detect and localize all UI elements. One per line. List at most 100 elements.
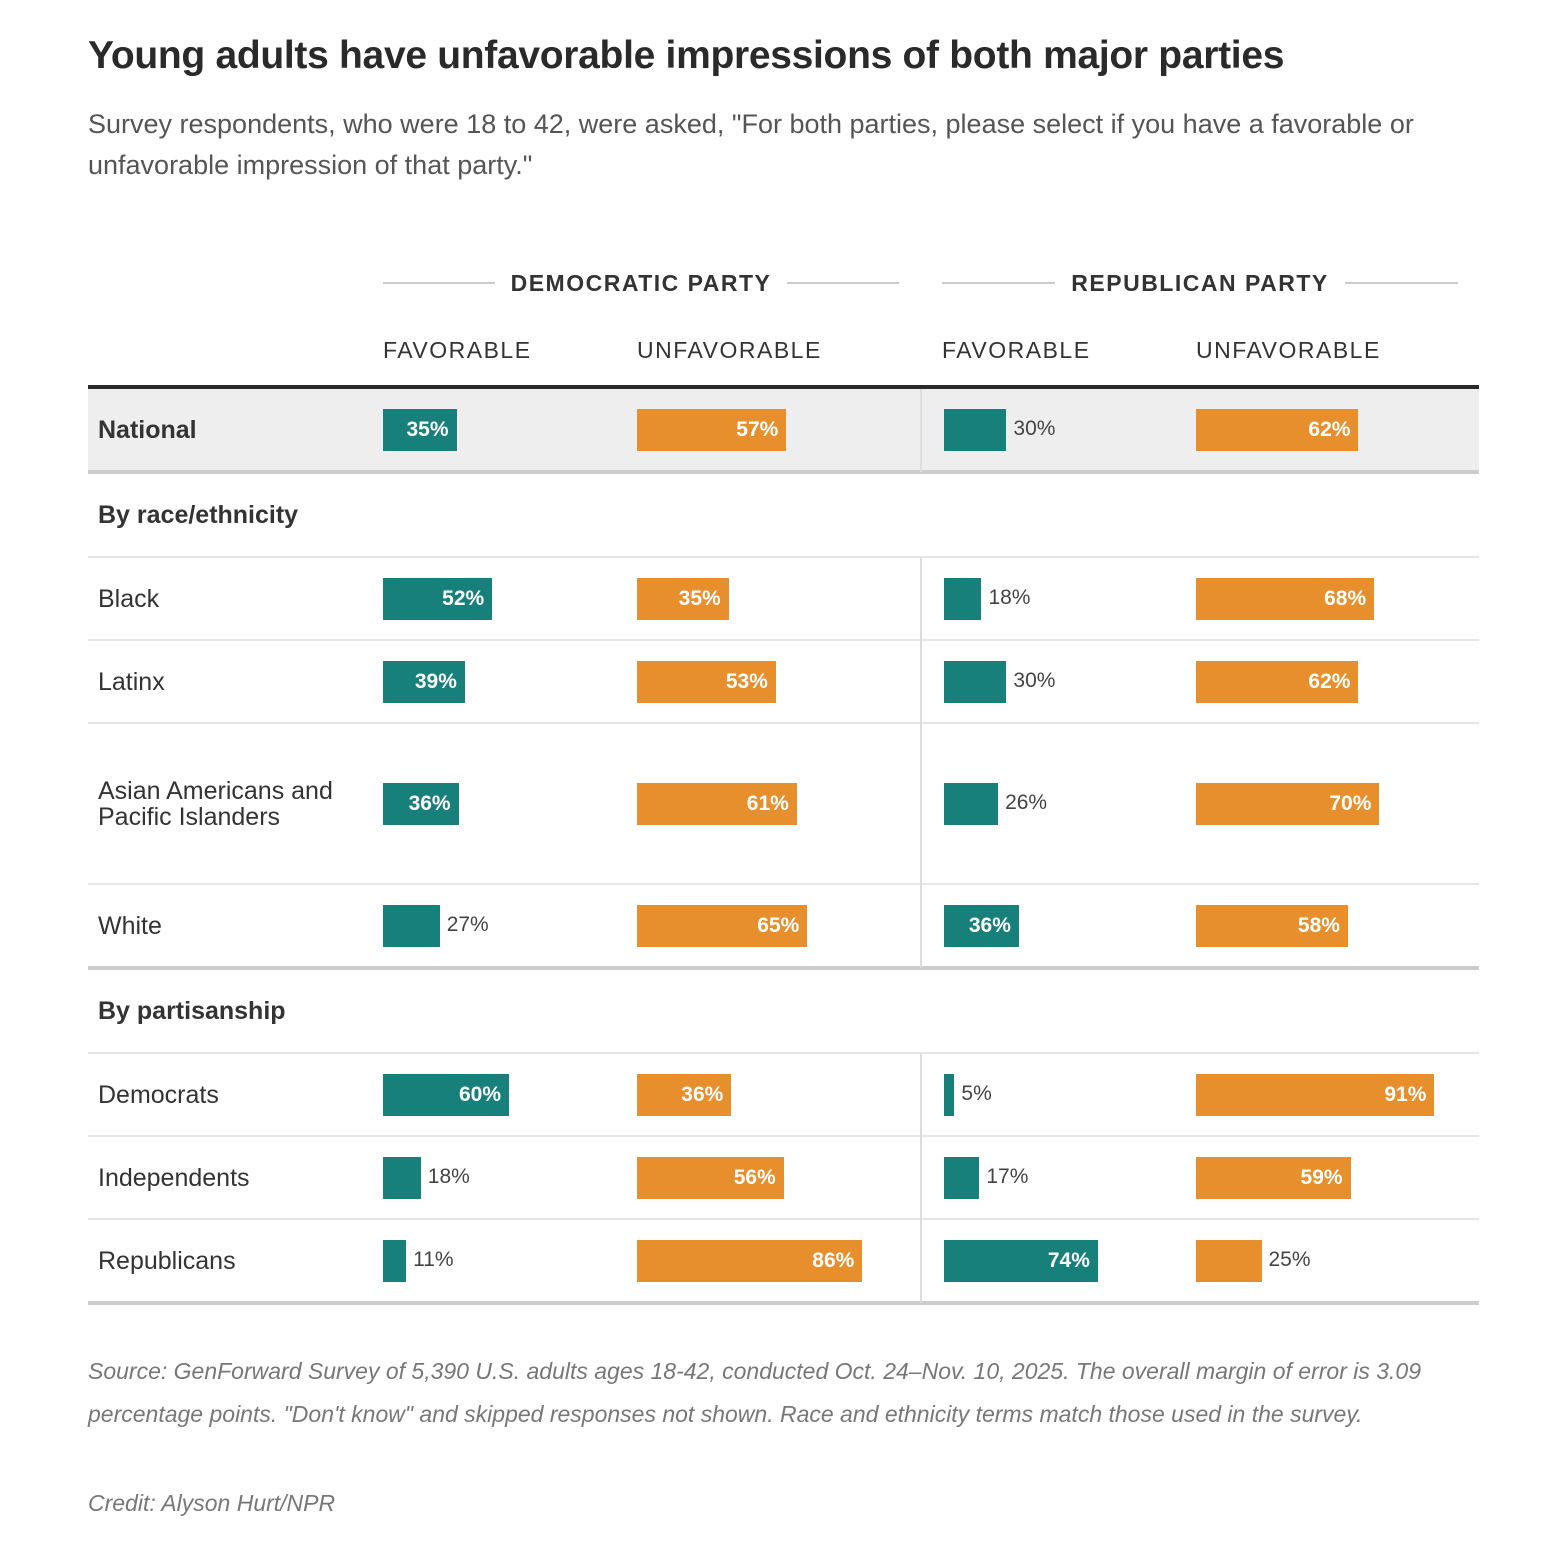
- party-divider: [920, 724, 922, 885]
- bar-rep-favorable: [944, 1156, 980, 1199]
- party-divider: [920, 389, 922, 472]
- section-header-row: By race/ethnicity: [88, 474, 1479, 558]
- bar-dem-favorable: 39%: [383, 660, 465, 703]
- bar-dem-favorable: 35%: [383, 408, 457, 451]
- bar-rep-favorable: 74%: [944, 1239, 1098, 1282]
- section-label: By partisanship: [98, 997, 286, 1025]
- bar-rep-unfavorable: 62%: [1196, 660, 1359, 703]
- chart-subtitle: Survey respondents, who were 18 to 42, w…: [88, 109, 1414, 180]
- row-label: Independents: [98, 1163, 250, 1192]
- party-divider: [920, 1220, 922, 1303]
- value-label: 60%: [458, 1082, 501, 1106]
- bar-rep-favorable: [944, 577, 982, 620]
- value-label: 61%: [746, 791, 789, 815]
- value-label: 26%: [1005, 790, 1048, 814]
- value-label: 65%: [757, 913, 800, 937]
- value-label: 57%: [736, 417, 779, 441]
- value-label: 74%: [1047, 1248, 1090, 1272]
- value-label: 18%: [988, 585, 1031, 609]
- bar-rep-favorable: [944, 1073, 955, 1116]
- value-label: 17%: [986, 1164, 1029, 1188]
- bar-rep-favorable: [944, 660, 1007, 703]
- value-label: 36%: [968, 913, 1011, 937]
- value-label: 59%: [1300, 1165, 1343, 1189]
- bar-rep-unfavorable: 58%: [1196, 904, 1348, 947]
- bar-dem-unfavorable: 61%: [637, 782, 797, 825]
- bar-rep-unfavorable: [1196, 1239, 1262, 1282]
- row-label: White: [98, 911, 162, 940]
- bar-rep-unfavorable: 70%: [1196, 782, 1380, 825]
- value-label: 70%: [1329, 791, 1372, 815]
- row-label: Asian Americans and Pacific Islanders: [98, 776, 333, 831]
- value-label: 62%: [1308, 669, 1351, 693]
- value-label: 5%: [961, 1081, 992, 1105]
- bar-dem-unfavorable: 86%: [637, 1239, 863, 1282]
- bar-dem-favorable: [383, 1239, 407, 1282]
- table-row: White 27% 65% 36% 58%: [88, 885, 1479, 970]
- table-row: Black 52% 35% 18% 68%: [88, 558, 1479, 641]
- party-divider: [920, 1137, 922, 1220]
- bar-rep-favorable: 36%: [944, 904, 1019, 947]
- bar-rep-unfavorable: 62%: [1196, 408, 1359, 451]
- bar-dem-unfavorable: 65%: [637, 904, 808, 947]
- value-label: 86%: [812, 1248, 855, 1272]
- bar-dem-unfavorable: 53%: [637, 660, 776, 703]
- source-note: Source: GenForward Survey of 5,390 U.S. …: [88, 1358, 1422, 1427]
- value-label: 25%: [1268, 1247, 1311, 1271]
- bar-dem-unfavorable: 35%: [637, 577, 729, 620]
- value-label: 35%: [406, 417, 449, 441]
- bar-rep-unfavorable: 91%: [1196, 1073, 1435, 1116]
- value-label: 27%: [446, 912, 489, 936]
- table-row: Asian Americans and Pacific Islanders 36%…: [88, 724, 1479, 885]
- column-header-dem-favorable: FAVORABLE: [383, 337, 532, 363]
- group-header-democratic: DEMOCRATIC PARTY: [383, 268, 899, 298]
- value-label: 36%: [681, 1082, 724, 1106]
- bar-rep-unfavorable: 59%: [1196, 1156, 1351, 1199]
- value-label: 62%: [1308, 417, 1351, 441]
- bar-dem-favorable: 52%: [383, 577, 493, 620]
- bar-rep-favorable: [944, 782, 999, 825]
- value-label: 30%: [1013, 668, 1056, 692]
- bar-dem-unfavorable: 57%: [637, 408, 787, 451]
- party-divider: [920, 885, 922, 968]
- table-row: Latinx 39% 53% 30% 62%: [88, 641, 1479, 724]
- row-label: Black: [98, 584, 160, 613]
- party-divider: [920, 641, 922, 724]
- bar-dem-favorable: 36%: [383, 782, 459, 825]
- bar-dem-unfavorable: 56%: [637, 1156, 784, 1199]
- table-row: Independents 18% 56% 17% 59%: [88, 1137, 1479, 1220]
- value-label: 68%: [1324, 586, 1367, 610]
- row-label: Latinx: [98, 667, 165, 696]
- bar-dem-unfavorable: 36%: [637, 1073, 732, 1116]
- value-label: 39%: [414, 669, 457, 693]
- value-label: 30%: [1013, 416, 1056, 440]
- column-header-rep-favorable: FAVORABLE: [942, 337, 1091, 363]
- section-header-row: By partisanship: [88, 970, 1479, 1054]
- row-label: Republicans: [98, 1246, 236, 1275]
- party-divider: [920, 558, 922, 641]
- chart-title: Young adults have unfavorable impression…: [88, 34, 1285, 77]
- value-label: 36%: [408, 791, 451, 815]
- bar-dem-favorable: 60%: [383, 1073, 509, 1116]
- value-label: 56%: [733, 1165, 776, 1189]
- column-header-rep-unfavorable: UNFAVORABLE: [1196, 337, 1381, 363]
- row-label: Democrats: [98, 1080, 219, 1109]
- party-divider: [920, 1054, 922, 1137]
- bar-rep-favorable: [944, 408, 1007, 451]
- data-table: National 35% 57% 30% 62% By race/ethnicity Bla…: [88, 385, 1479, 1305]
- column-header-dem-unfavorable: UNFAVORABLE: [637, 337, 822, 363]
- section-label: By race/ethnicity: [98, 501, 299, 529]
- bar-dem-favorable: [383, 904, 440, 947]
- value-label: 18%: [427, 1164, 470, 1188]
- value-label: 11%: [413, 1247, 454, 1271]
- value-label: 35%: [678, 586, 721, 610]
- table-row: National 35% 57% 30% 62%: [88, 389, 1479, 474]
- value-label: 52%: [442, 586, 485, 610]
- credit-note: Credit: Alyson Hurt/NPR: [88, 1490, 336, 1516]
- row-label: National: [98, 415, 197, 444]
- bar-dem-favorable: [383, 1156, 421, 1199]
- group-header-republican: REPUBLICAN PARTY: [942, 268, 1459, 298]
- table-row: Democrats 60% 36% 5% 91%: [88, 1054, 1479, 1137]
- value-label: 58%: [1297, 913, 1340, 937]
- table-row: Republicans 11% 86% 74% 25%: [88, 1220, 1479, 1305]
